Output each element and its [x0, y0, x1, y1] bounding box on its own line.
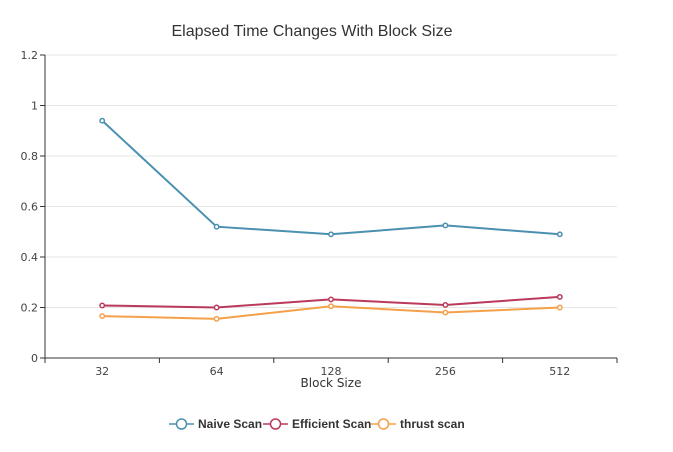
y-tick-label: 0.8 — [21, 150, 39, 163]
legend-label: Naive Scan — [198, 417, 262, 431]
data-point[interactable] — [442, 302, 449, 308]
data-point[interactable] — [442, 309, 449, 316]
x-tick-label: 512 — [549, 365, 570, 378]
data-point[interactable] — [556, 231, 563, 238]
data-point[interactable] — [99, 313, 106, 320]
chart-title: Elapsed Time Changes With Block Size — [171, 23, 452, 40]
y-tick-label: 0.4 — [21, 251, 39, 264]
data-point[interactable] — [213, 223, 220, 230]
x-tick-label: 32 — [95, 365, 109, 378]
data-point[interactable] — [328, 303, 334, 310]
data-point[interactable] — [99, 117, 106, 124]
y-tick-label: 0.6 — [21, 201, 39, 214]
series-1 — [99, 293, 563, 311]
y-axis-ticks: 0 0.2 0.4 0.6 0.8 1 1.2 — [21, 49, 45, 365]
data-point[interactable] — [328, 231, 334, 238]
x-axis-label: Block Size — [301, 376, 362, 390]
legend-marker-icon — [377, 418, 390, 430]
legend[interactable]: Naive Scan Efficient Scan thrust scan — [169, 417, 465, 431]
x-axis-ticks: 32 64 128 256 512 — [44, 358, 618, 378]
data-point[interactable] — [442, 222, 449, 229]
data-point[interactable] — [556, 293, 563, 300]
legend-label: thrust scan — [400, 417, 465, 431]
x-tick-label: 128 — [321, 365, 342, 378]
data-point[interactable] — [213, 315, 220, 322]
data-point[interactable] — [213, 304, 220, 311]
series-lines — [99, 117, 563, 322]
legend-item[interactable]: Naive Scan — [169, 417, 262, 431]
legend-marker-icon — [269, 418, 282, 430]
y-tick-label: 0 — [31, 352, 38, 365]
series-2 — [99, 303, 563, 322]
y-tick-label: 1 — [31, 100, 38, 113]
legend-label: Efficient Scan — [292, 417, 371, 431]
series-line — [101, 119, 560, 236]
legend-marker-icon — [175, 418, 188, 430]
x-tick-label: 64 — [210, 365, 224, 378]
legend-item[interactable]: Efficient Scan — [263, 417, 371, 431]
data-point[interactable] — [328, 296, 334, 303]
data-point[interactable] — [99, 302, 106, 309]
x-tick-label: 256 — [435, 365, 456, 378]
gridlines — [45, 54, 617, 308]
data-point[interactable] — [556, 304, 563, 311]
legend-item[interactable]: thrust scan — [371, 417, 465, 431]
y-tick-label: 0.2 — [21, 302, 39, 315]
series-0 — [99, 117, 563, 238]
y-tick-label: 1.2 — [21, 49, 39, 62]
